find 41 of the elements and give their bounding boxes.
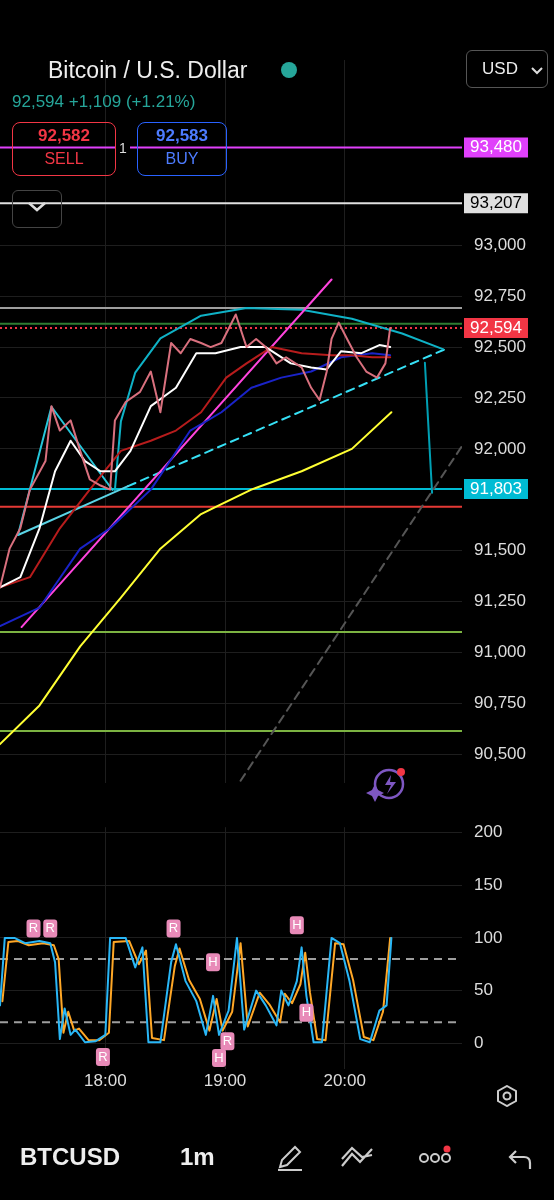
y-tick-label: 91,250 xyxy=(474,591,526,611)
y-tick-label: 91,500 xyxy=(474,540,526,560)
annotation: H xyxy=(292,916,302,932)
y-tick-label: 90,500 xyxy=(474,743,526,763)
x-tick-label: 20:00 xyxy=(323,1071,366,1091)
ref-line-label: 92,594 xyxy=(470,317,522,337)
ref-line-label: 93,207 xyxy=(470,192,522,212)
y-tick-label: 100 xyxy=(474,927,503,947)
ref-line-label: 93,480 xyxy=(470,137,522,157)
y-tick-label: 200 xyxy=(474,822,503,842)
annotation: R xyxy=(222,1032,233,1048)
text: 92,594 +1,109 (+1.21%) xyxy=(12,92,196,112)
annotation: H xyxy=(301,1004,312,1020)
annotation: 92,583 xyxy=(155,126,209,146)
x-tick-label: 18:00 xyxy=(84,1071,127,1091)
y-tick-label: 92,500 xyxy=(474,336,526,356)
y-tick-label: 92,750 xyxy=(474,285,526,305)
annotation: R xyxy=(98,1048,108,1064)
y-tick-label: 0 xyxy=(474,1032,484,1052)
annotation: BUY xyxy=(164,150,200,168)
annotation: H xyxy=(214,1049,224,1065)
y-tick-label: 50 xyxy=(474,980,493,1000)
x-tick-label: 19:00 xyxy=(203,1071,247,1091)
y-tick-label: 150 xyxy=(474,874,503,894)
y-tick-label: 92,250 xyxy=(474,387,526,407)
annotation: H xyxy=(208,953,218,969)
annotation: 1 xyxy=(116,140,130,156)
y-tick-label: 93,000 xyxy=(474,234,526,254)
annotation: R xyxy=(45,919,55,935)
annotation: 92,582 xyxy=(37,126,91,146)
annotation: R xyxy=(168,919,179,935)
text: BTCUSD xyxy=(20,1143,120,1171)
y-tick-label: 91,000 xyxy=(474,642,526,662)
y-tick-label: 90,750 xyxy=(474,693,526,713)
annotation: R xyxy=(28,919,39,935)
chart-title: Bitcoin / U.S. Dollar xyxy=(48,57,248,84)
text: USD xyxy=(466,50,548,88)
y-tick-label: 92,000 xyxy=(474,438,526,458)
text: 1m xyxy=(180,1143,215,1171)
ref-line-label: 91,803 xyxy=(470,478,522,498)
annotation: SELL xyxy=(43,150,85,168)
